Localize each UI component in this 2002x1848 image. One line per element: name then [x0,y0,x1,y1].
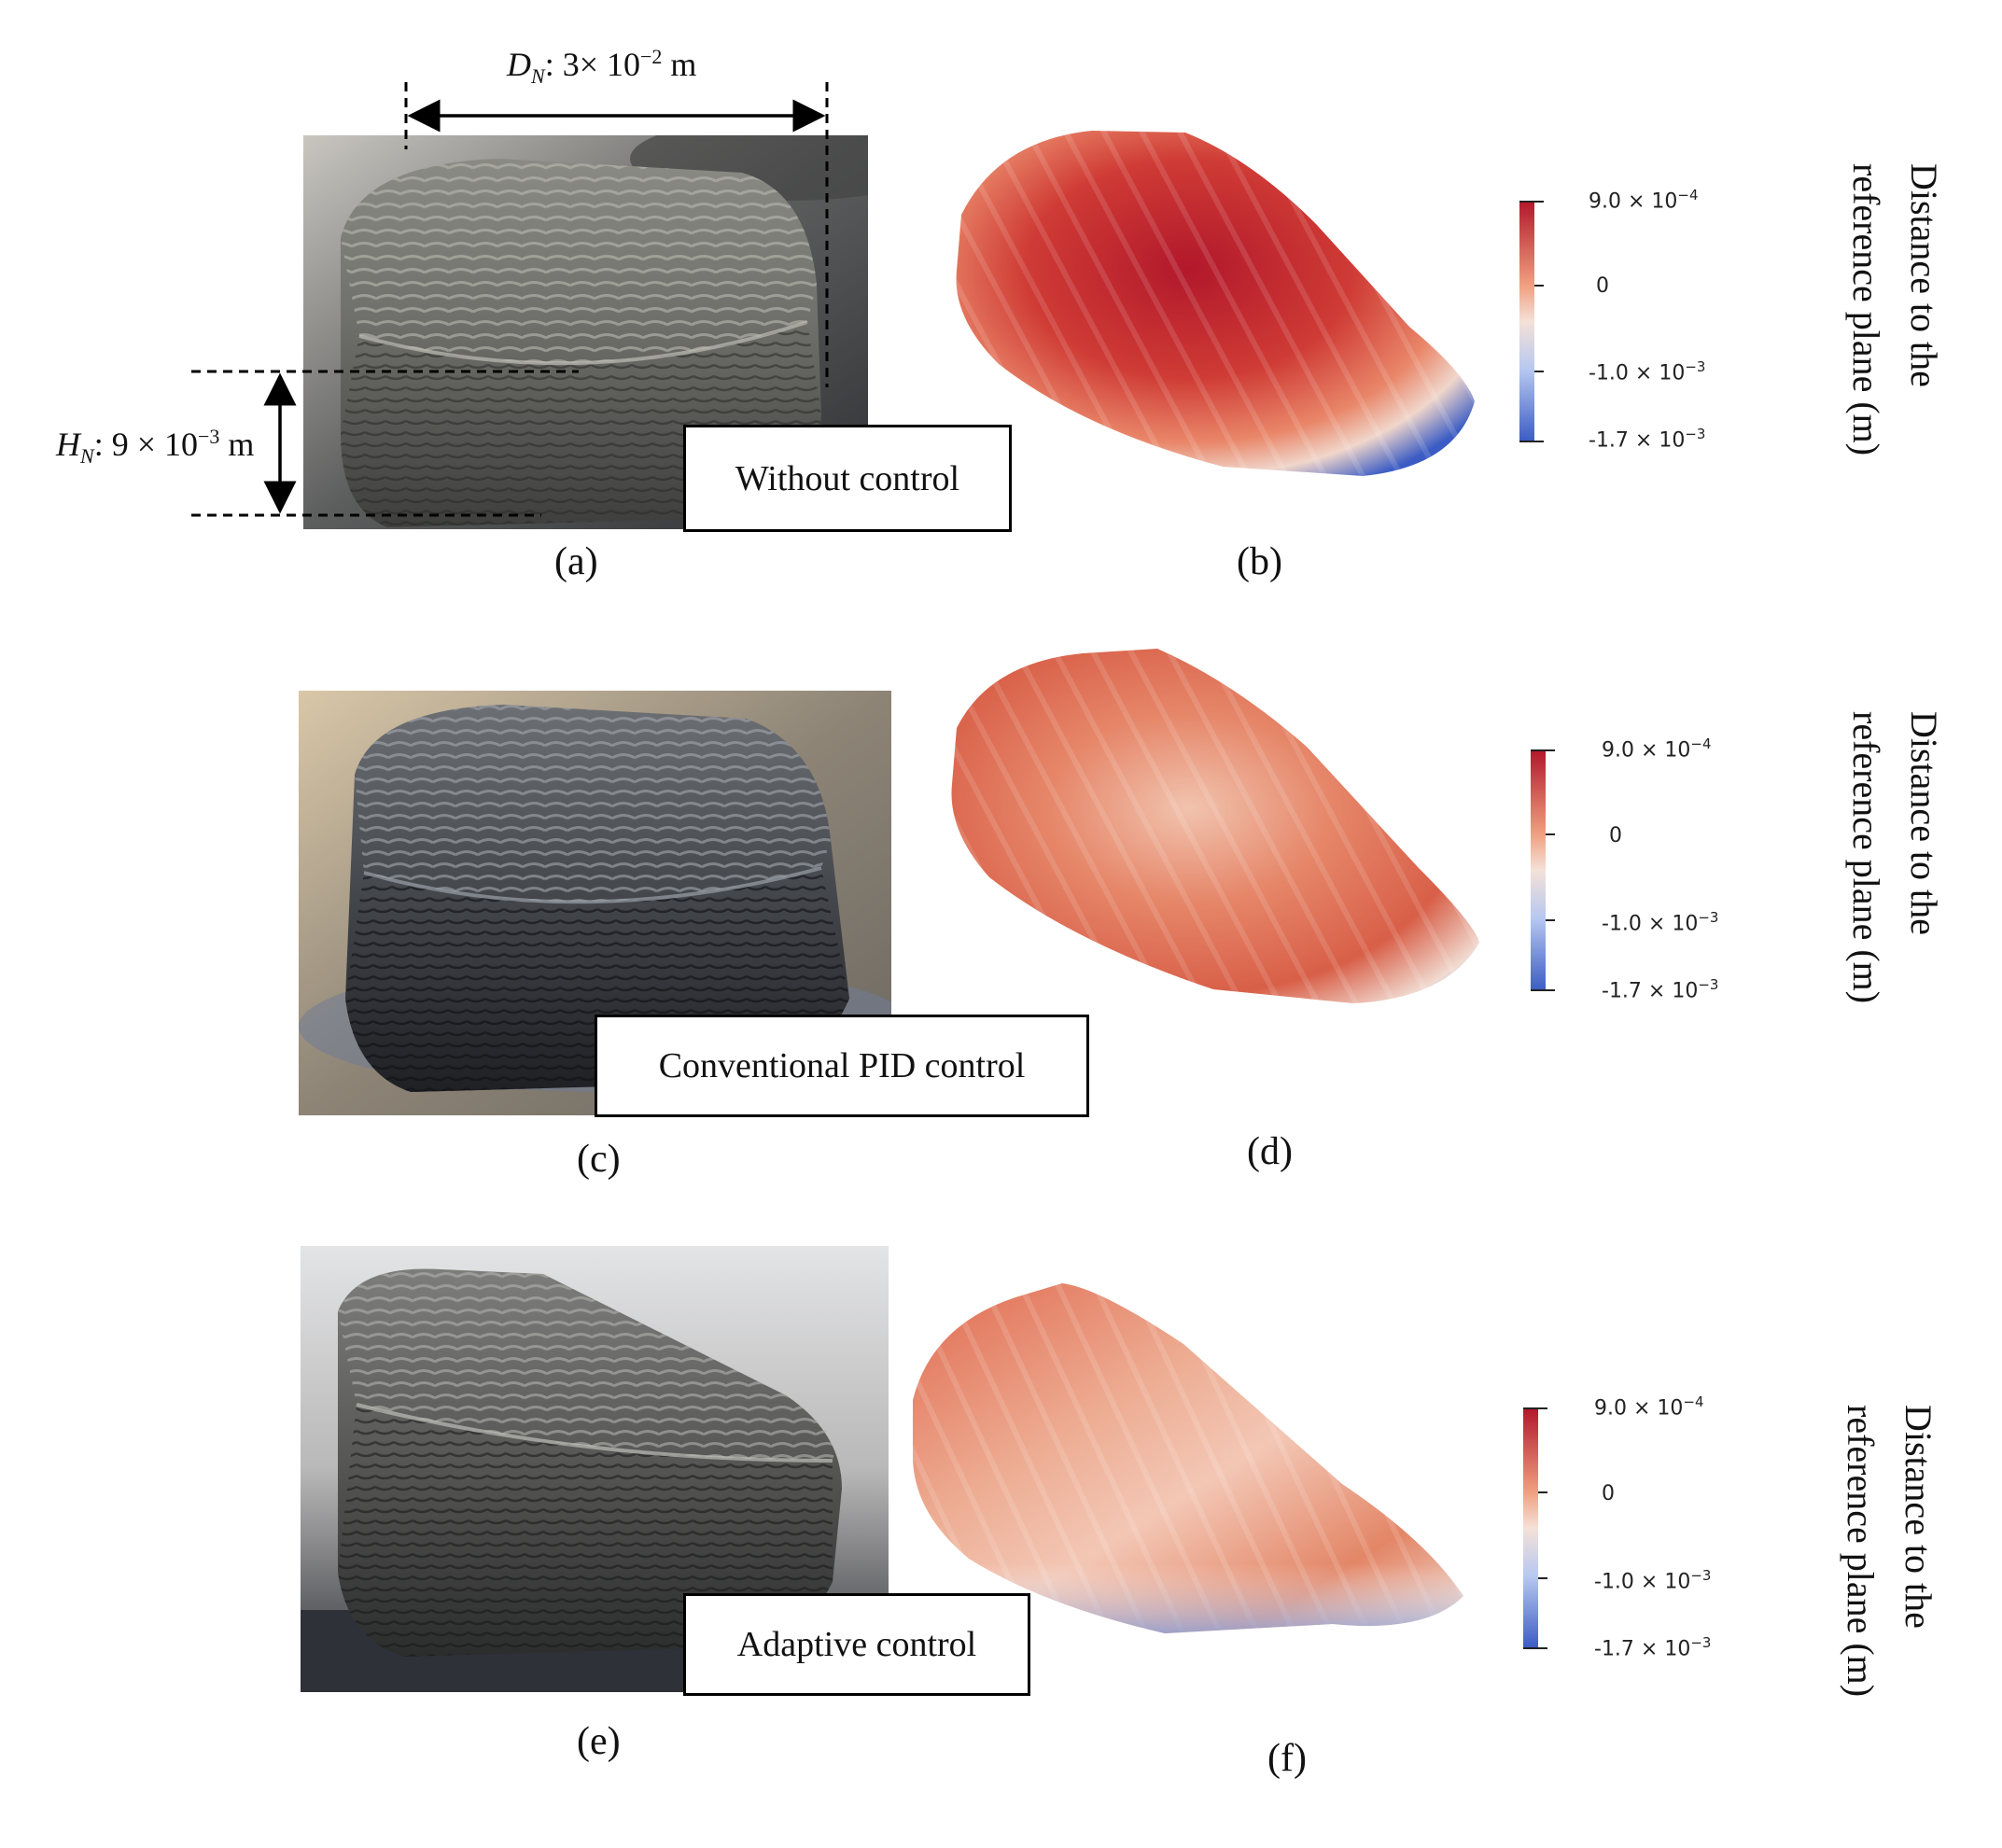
tick-base: 9.0 × 10 [1594,1396,1684,1421]
tick-exp: −4 [1683,1393,1704,1410]
tick-exp: −3 [1685,358,1706,375]
title-line2: reference plane (m) [1845,163,1887,456]
colorbar-f-tick-mid: -1.0 × 10−3 [1594,1567,1711,1593]
tick-exp: −3 [1690,1634,1712,1651]
colorbar-f-tick-min: -1.7 × 10−3 [1594,1634,1711,1660]
colorbar-b-tick-zero: 0 [1596,274,1609,298]
panel-label-b: (b) [1237,540,1282,583]
title-line1: Distance to the [1903,163,1945,387]
height-dimension-label: HN: 9 × 10−3 m [56,425,254,469]
panel-label-c: (c) [577,1138,621,1181]
tick-base: -1.7 × 10 [1594,1637,1691,1661]
panel-label-e: (e) [577,1720,621,1763]
panel-label-f: (f) [1267,1737,1307,1780]
width-sub: N [531,64,545,89]
colorbar-f-title: Distance to the reference plane (m) [1831,1405,1947,1697]
height-var: H [56,426,80,463]
title-line2: reference plane (m) [1840,1405,1882,1698]
colorbar-f-tick-max: 9.0 × 10−4 [1594,1393,1704,1420]
deviation-map-adaptive-control [903,1279,1468,1647]
tick-base: 0 [1602,1482,1615,1505]
colorbar-gradient [1519,201,1544,442]
tick-base: 9.0 × 10 [1602,738,1691,763]
title-line2: reference plane (m) [1845,711,1887,1004]
colorbar-b [1519,198,1547,449]
colorbar-d-title: Distance to the reference plane (m) [1837,711,1953,1003]
tick-base: -1.0 × 10 [1602,912,1699,936]
tick-base: -1.7 × 10 [1589,428,1686,453]
colorbar-d-tick-zero: 0 [1609,824,1622,847]
height-sub: N [80,444,94,469]
title-line1: Distance to the [1903,711,1945,935]
colorbar-b-tick-max: 9.0 × 10−4 [1589,187,1699,213]
width-dimension-label: DN: 3× 10−2 m [507,45,696,89]
tick-exp: −3 [1698,909,1719,926]
width-exp: −2 [640,45,663,68]
panel-label-d: (d) [1247,1130,1293,1173]
colorbar-f [1523,1405,1551,1656]
width-unit: m [662,46,697,83]
tick-base: 9.0 × 10 [1589,189,1678,214]
tick-base: -1.7 × 10 [1602,979,1699,1003]
height-exp: −3 [198,425,220,448]
colorbar-b-tick-min: -1.7 × 10−3 [1589,426,1705,452]
tick-base: 0 [1596,274,1609,298]
colorbar-d-tick-mid: -1.0 × 10−3 [1602,909,1718,935]
caption-without-control: Without control [683,425,1012,532]
colorbar-f-tick-zero: 0 [1602,1482,1615,1505]
panel-label-a: (a) [554,540,598,583]
colorbar-b-title: Distance to the reference plane (m) [1837,163,1953,455]
colorbar-b-tick-mid: -1.0 × 10−3 [1589,358,1705,385]
colorbar-gradient [1531,749,1555,991]
tick-base: 0 [1609,824,1622,847]
caption-conventional-pid: Conventional PID control [595,1015,1089,1117]
colorbar-d [1531,747,1559,998]
photo-without-control [303,135,868,529]
width-var: D [507,46,531,83]
tick-exp: −3 [1685,426,1706,442]
colorbar-d-tick-min: -1.7 × 10−3 [1602,976,1718,1002]
deviation-map-without-control [943,121,1484,485]
height-text: : 9 × 10 [93,426,198,463]
tick-exp: −4 [1677,187,1699,203]
colorbar-d-tick-max: 9.0 × 10−4 [1602,735,1712,762]
width-text: : 3× 10 [544,46,640,83]
title-line1: Distance to the [1897,1405,1939,1629]
tick-base: -1.0 × 10 [1589,361,1686,385]
height-unit: m [219,426,255,463]
tick-exp: −3 [1698,976,1719,993]
tick-base: -1.0 × 10 [1594,1570,1691,1594]
tick-exp: −4 [1690,735,1712,752]
tick-exp: −3 [1690,1567,1712,1584]
colorbar-gradient [1523,1407,1547,1649]
caption-adaptive-control: Adaptive control [683,1593,1030,1696]
deviation-map-conventional-pid [933,644,1484,1008]
